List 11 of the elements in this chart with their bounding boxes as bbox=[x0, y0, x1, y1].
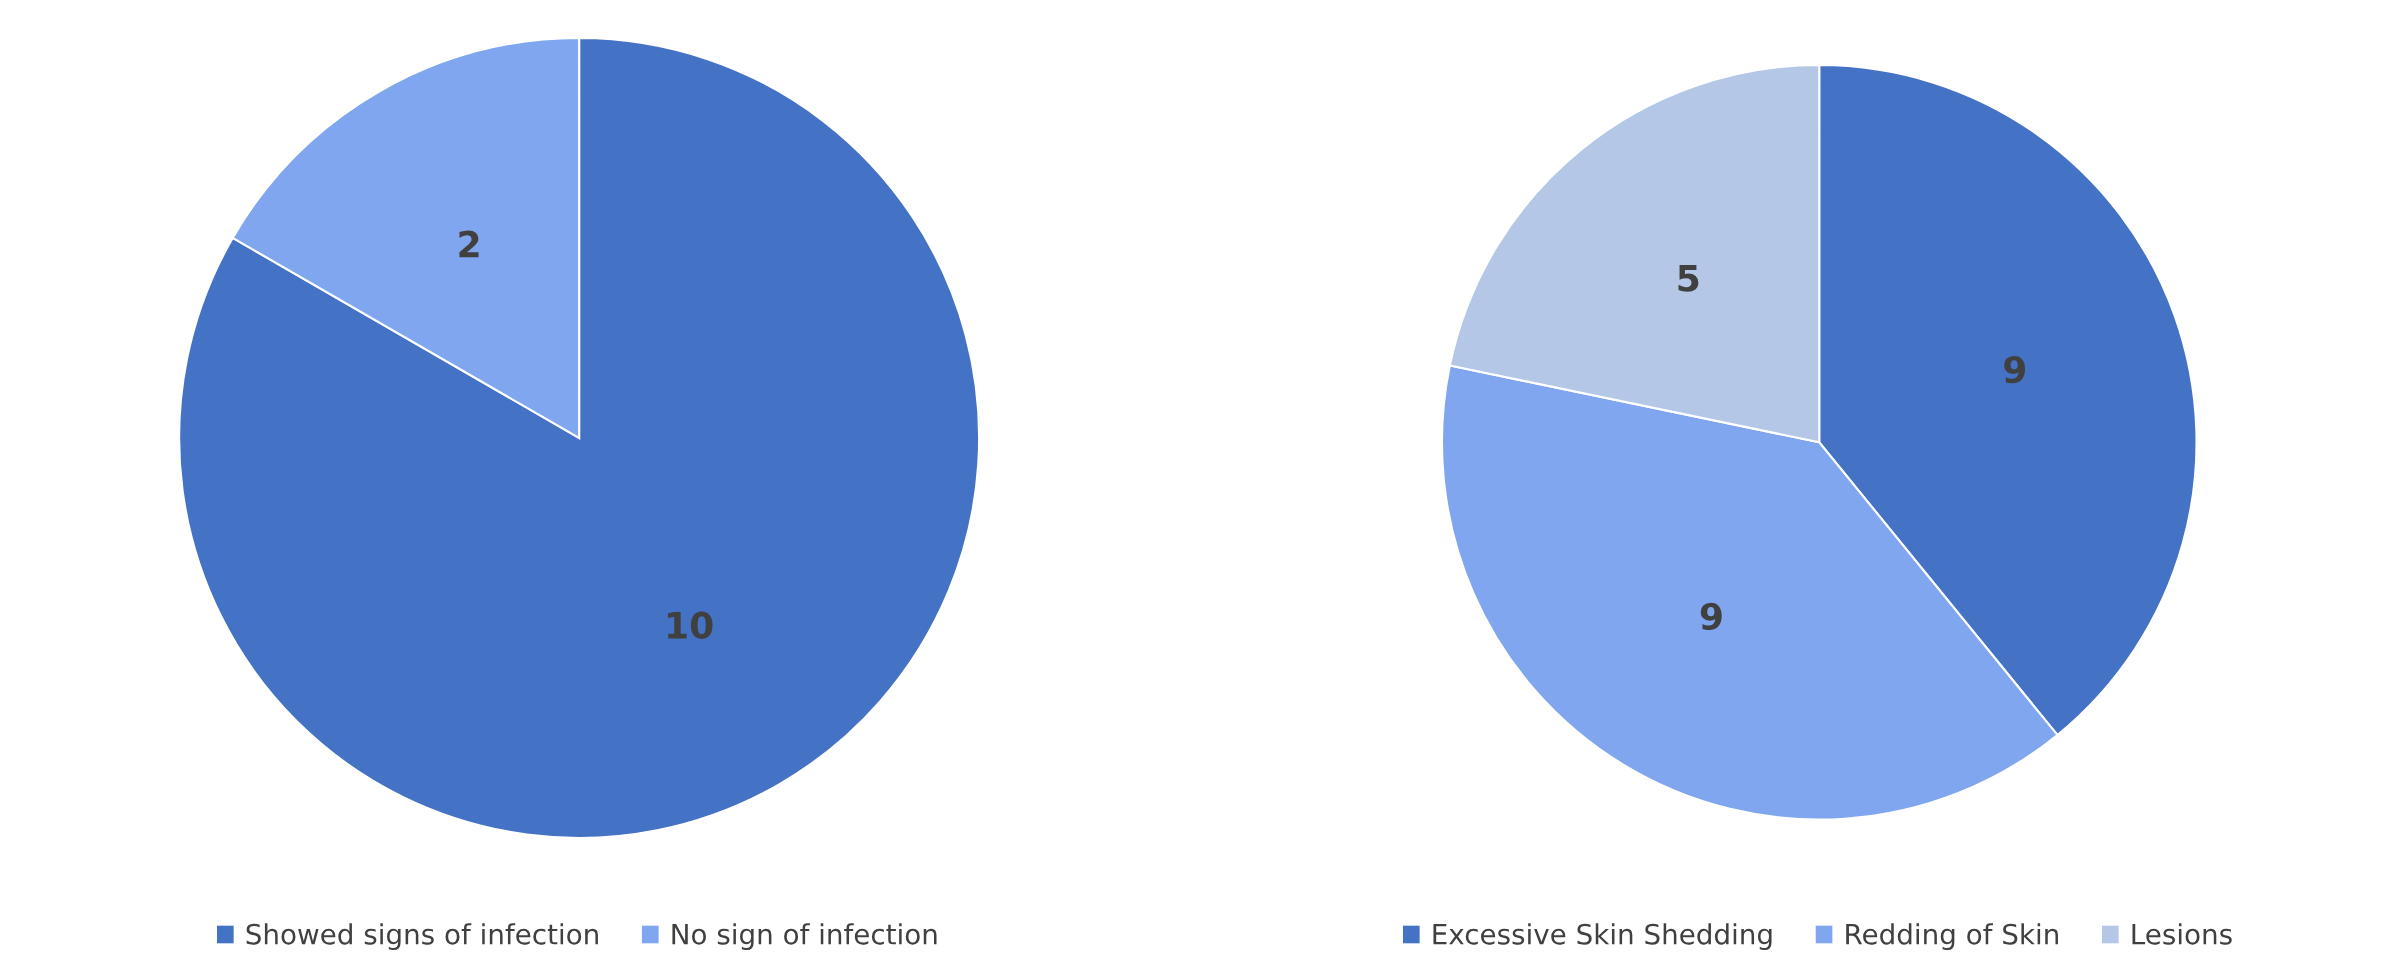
legend-label: Redding of Skin bbox=[1846, 923, 2058, 951]
pie-slice bbox=[178, 36, 981, 839]
legend-label: Excessive Skin Shedding bbox=[1433, 923, 1772, 951]
legend-label: No sign of infection bbox=[672, 923, 937, 951]
data-label: 9 bbox=[1700, 602, 1722, 631]
legend-label: Showed signs of infection bbox=[246, 923, 598, 951]
legend-label: Lesions bbox=[2132, 923, 2232, 945]
data-label: 5 bbox=[1678, 264, 1699, 292]
data-label: 10 bbox=[668, 611, 713, 639]
data-label: 2 bbox=[459, 230, 479, 258]
data-label: 9 bbox=[2004, 356, 2026, 384]
